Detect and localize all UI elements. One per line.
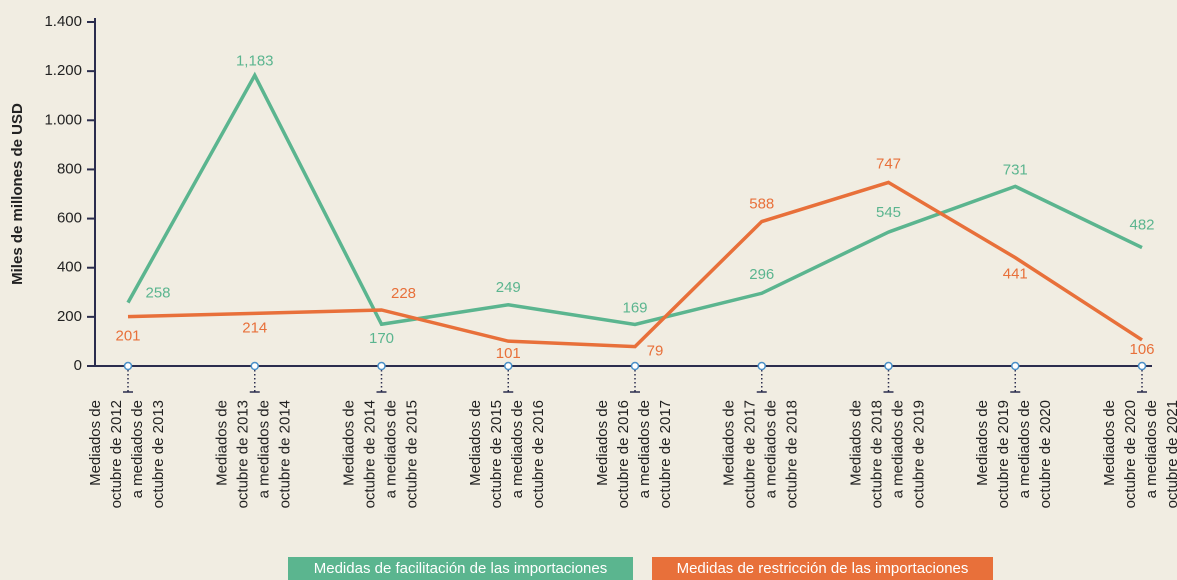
data-label: 79 (647, 343, 664, 360)
series-line (127, 180, 1143, 349)
x-tick-label: Mediados de octubre de 2020 a mediados de o… (1101, 400, 1177, 508)
data-label: 258 (145, 285, 170, 302)
legend-label: Medidas de facilitación de las importaci… (314, 560, 608, 577)
x-tick-label-line: octubre de 2021 (1164, 400, 1177, 508)
x-tick-label-line: octubre de 2020 (1122, 400, 1139, 508)
data-label: 441 (1003, 266, 1028, 283)
x-tick-label-line: octubre de 2018 (868, 400, 885, 508)
data-label: 545 (876, 204, 901, 221)
x-axis-dot (1011, 361, 1020, 371)
x-axis-dot (250, 361, 259, 371)
x-tick-label-line: octubre de 2014 (361, 400, 378, 508)
x-tick-label-line: octubre de 2015 (488, 400, 505, 508)
x-tick-label: Mediados de octubre de 2013 a mediados de o… (214, 400, 294, 508)
x-tick-label-line: a mediados de (889, 400, 906, 498)
y-tick-label: 400 (57, 259, 82, 276)
x-tick-label-line: octubre de 2013 (235, 400, 252, 508)
y-tick-label: 600 (57, 210, 82, 227)
x-tick-label: Mediados de octubre de 2016 a mediados de o… (594, 400, 674, 508)
x-tick-label-line: octubre de 2016 (530, 400, 547, 508)
x-tick-label: Mediados de octubre de 2014 a mediados de o… (340, 400, 420, 508)
x-tick-label-line: Mediados de (721, 400, 738, 486)
x-tick-label-line: octubre de 2015 (403, 400, 420, 508)
data-label: 731 (1003, 161, 1028, 178)
y-tick-label: 1.200 (44, 62, 82, 79)
x-tick-label-line: Mediados de (974, 400, 991, 486)
x-tick-label: Mediados de octubre de 2018 a mediados de o… (847, 400, 927, 508)
x-tick-label-line: a mediados de (129, 400, 146, 498)
x-tick-label-line: octubre de 2012 (108, 400, 125, 508)
x-tick-label-line: a mediados de (1016, 400, 1033, 498)
data-label: 588 (749, 195, 774, 212)
x-tick-label-line: Mediados de (594, 400, 611, 486)
x-tick-label-line: a mediados de (1143, 400, 1160, 498)
data-label: 249 (496, 279, 521, 296)
x-axis-dot (504, 361, 513, 371)
data-label: 482 (1129, 217, 1154, 234)
x-axis-dot (884, 361, 893, 371)
legend-swatch (652, 557, 993, 580)
x-tick-label-line: octubre de 2017 (657, 400, 674, 508)
x-tick-label-line: octubre de 2019 (910, 400, 927, 508)
y-tick-label: 1.000 (44, 111, 82, 128)
series-line (126, 71, 1143, 327)
data-label: 228 (391, 285, 416, 302)
legend-swatch (288, 557, 633, 580)
x-tick-label-line: octubre de 2016 (615, 400, 632, 508)
y-tick-label: 800 (57, 160, 82, 177)
x-tick-label-line: Mediados de (1101, 400, 1118, 486)
x-tick-label-line: Mediados de (467, 400, 484, 486)
data-label: 201 (115, 328, 140, 345)
data-label: 1,183 (236, 52, 274, 69)
x-tick-label-line: octubre de 2013 (150, 400, 167, 508)
x-tick-label: Mediados de octubre de 2017 a mediados de o… (721, 400, 801, 508)
x-tick-label-line: Mediados de (847, 400, 864, 486)
x-tick-label-line: Mediados de (340, 400, 357, 486)
x-axis-dot (377, 361, 386, 371)
x-tick-label-line: octubre de 2019 (995, 400, 1012, 508)
y-tick-label: 1.400 (44, 13, 82, 30)
x-axis-dot (123, 361, 133, 371)
x-tick-label-line: octubre de 2017 (742, 400, 759, 508)
x-tick-label-line: Mediados de (214, 400, 231, 486)
x-tick-label-line: a mediados de (256, 400, 273, 498)
x-tick-label-line: a mediados de (509, 400, 526, 498)
x-tick-label-line: a mediados de (636, 400, 653, 498)
data-label: 169 (622, 299, 647, 316)
data-label: 106 (1129, 341, 1154, 358)
x-tick-label: Mediados de octubre de 2015 a mediados de o… (467, 400, 547, 508)
y-tick-label: 200 (57, 308, 82, 325)
x-tick-label: Mediados de octubre de 2012 a mediados de o… (87, 400, 167, 508)
y-axis-title: Miles de millones de USD (9, 103, 26, 285)
data-label: 747 (876, 155, 901, 172)
data-label: 170 (369, 330, 394, 347)
legend-label: Medidas de restricción de las importacio… (677, 560, 969, 577)
data-label: 101 (496, 345, 521, 362)
x-axis-dot (1137, 361, 1147, 371)
data-label: 214 (242, 319, 267, 336)
x-tick-label: Mediados de octubre de 2019 a mediados de o… (974, 400, 1054, 508)
data-label: 296 (749, 266, 774, 283)
x-tick-label-line: a mediados de (763, 400, 780, 498)
x-axis-dot (757, 361, 766, 371)
y-tick-label: 0 (74, 357, 82, 374)
x-tick-label-line: octubre de 2014 (277, 400, 294, 508)
x-tick-label-line: octubre de 2018 (784, 400, 801, 508)
x-tick-label-line: a mediados de (382, 400, 399, 498)
x-tick-label-line: Mediados de (87, 400, 104, 486)
x-tick-label-line: octubre de 2020 (1037, 400, 1054, 508)
x-axis-dot (630, 361, 640, 371)
